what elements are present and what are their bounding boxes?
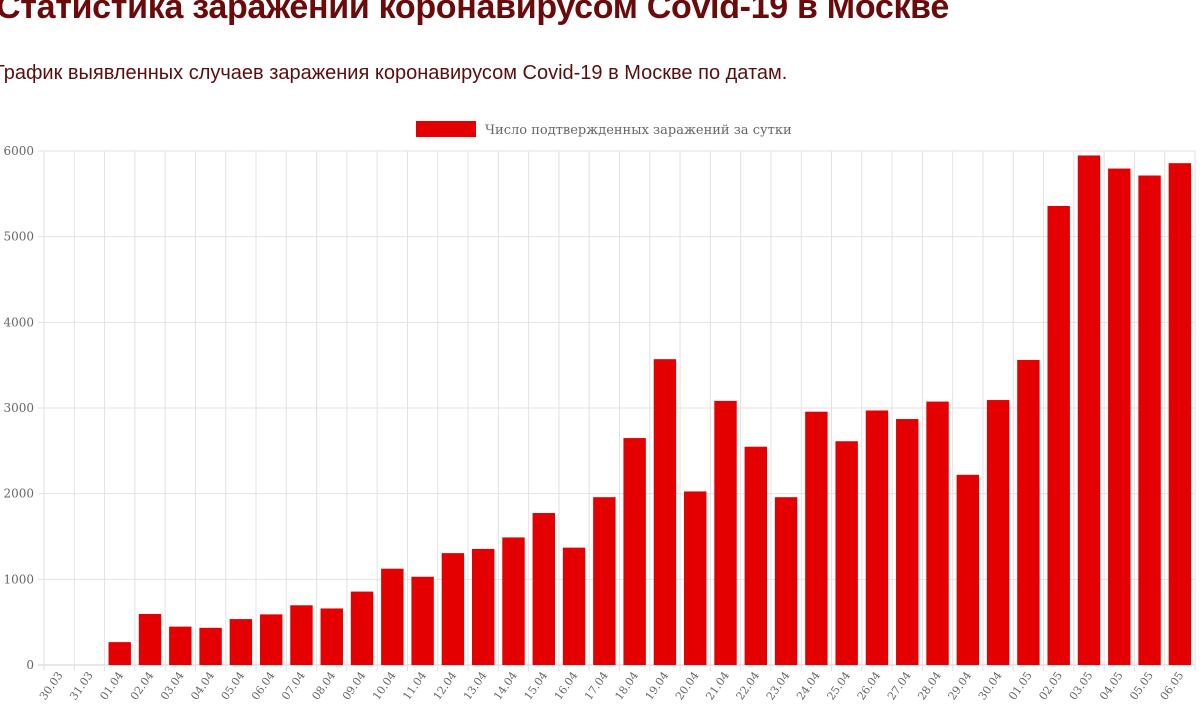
x-tick-label: 09.04 (340, 669, 369, 702)
y-tick-label: 5000 (3, 230, 34, 244)
x-tick-label: 19.04 (643, 669, 672, 702)
bar[interactable] (320, 608, 343, 665)
x-tick-label: 21.04 (703, 669, 732, 702)
x-tick-label: 18.04 (612, 669, 641, 702)
x-tick-label: 28.04 (915, 669, 944, 702)
x-tick-label: 01.04 (97, 669, 126, 702)
bar[interactable] (532, 513, 555, 665)
x-tick-label: 03.05 (1067, 669, 1096, 702)
bar[interactable] (1077, 155, 1101, 666)
y-tick-label: 2000 (3, 487, 34, 501)
bar[interactable] (774, 497, 798, 665)
x-tick-label: 31.03 (67, 669, 96, 702)
x-tick-label: 06.04 (249, 669, 278, 702)
bar[interactable] (381, 568, 404, 665)
x-tick-label: 02.05 (1036, 669, 1065, 702)
x-tick-label: 02.04 (128, 669, 157, 702)
x-tick-label: 12.04 (431, 669, 460, 702)
bar[interactable] (653, 359, 677, 665)
x-tick-label: 05.04 (219, 669, 248, 702)
legend[interactable]: Число подтвержденных заражений за сутки (416, 121, 792, 138)
bar[interactable] (1017, 359, 1040, 665)
bar[interactable] (956, 474, 980, 665)
bar[interactable] (108, 642, 131, 665)
x-tick-label: 30.04 (976, 669, 1005, 702)
x-tick-label: 01.05 (1006, 669, 1035, 702)
x-tick-label: 11.04 (400, 669, 429, 702)
bar[interactable] (593, 497, 616, 665)
y-tick-label: 1000 (3, 572, 34, 586)
x-tick-label: 07.04 (279, 669, 308, 702)
x-tick-label: 29.04 (946, 669, 975, 702)
bar[interactable] (1108, 168, 1131, 666)
y-tick-label: 3000 (3, 401, 34, 415)
bar[interactable] (865, 410, 889, 665)
legend-label: Число подтвержденных заражений за сутки (485, 123, 792, 138)
page-subtitle: График выявленных случаев заражения коро… (0, 62, 788, 84)
y-tick-label: 0 (26, 658, 34, 672)
x-tick-label: 26.04 (855, 669, 884, 702)
bar[interactable] (411, 576, 434, 665)
bar[interactable] (259, 614, 283, 665)
bar[interactable] (623, 438, 646, 665)
x-tick-label: 20.04 (673, 669, 702, 702)
bar[interactable] (896, 419, 919, 665)
grid-lines (38, 150, 1196, 671)
x-tick-label: 06.05 (1158, 669, 1187, 702)
bar[interactable] (350, 591, 374, 665)
bars (108, 155, 1192, 666)
x-tick-label: 10.04 (370, 669, 399, 702)
x-tick-label: 15.04 (522, 669, 551, 702)
x-tick-label: 04.04 (188, 669, 217, 702)
bar[interactable] (1047, 205, 1070, 666)
x-tick-label: 04.05 (1097, 669, 1126, 702)
x-tick-label: 24.04 (794, 669, 823, 702)
bar[interactable] (471, 548, 495, 665)
x-axis: 30.03 31.03 01.04 02.04 03.04 04.04 05.04 06.04… (37, 669, 1186, 702)
x-tick-label: 03.04 (158, 669, 187, 702)
bar[interactable] (502, 537, 525, 665)
bar[interactable] (290, 605, 313, 665)
x-tick-label: 25.04 (824, 669, 853, 702)
page-title: Статистика заражений коронавирусом Covid… (0, 0, 949, 26)
x-tick-label: 13.04 (461, 669, 490, 702)
x-tick-label: 22.04 (734, 669, 763, 702)
x-tick-label: 14.04 (491, 669, 520, 702)
bar[interactable] (1168, 163, 1192, 665)
x-tick-label: 08.04 (309, 669, 338, 702)
bar[interactable] (926, 401, 949, 665)
bar[interactable] (169, 626, 192, 665)
bar[interactable] (714, 400, 737, 665)
x-tick-label: 17.04 (582, 669, 611, 702)
y-tick-label: 6000 (3, 144, 34, 158)
bar[interactable] (986, 400, 1010, 665)
legend-swatch (416, 121, 476, 137)
bar[interactable] (441, 553, 465, 665)
y-tick-label: 4000 (3, 315, 34, 329)
x-tick-label: 23.04 (764, 669, 793, 702)
x-tick-label: 05.05 (1127, 669, 1156, 702)
bar[interactable] (229, 619, 253, 665)
x-tick-label: 16.04 (552, 669, 581, 702)
bar[interactable] (199, 627, 222, 665)
x-tick-label: 30.03 (37, 669, 66, 702)
bar[interactable] (562, 547, 586, 665)
x-tick-label: 27.04 (885, 669, 914, 702)
bar[interactable] (744, 446, 768, 665)
y-axis: 0 1000 2000 3000 4000 5000 6000 (3, 144, 34, 672)
bar[interactable] (138, 614, 162, 665)
bar[interactable] (684, 491, 707, 665)
bar[interactable] (835, 441, 858, 665)
bar[interactable] (1138, 175, 1161, 665)
bar[interactable] (805, 411, 828, 665)
